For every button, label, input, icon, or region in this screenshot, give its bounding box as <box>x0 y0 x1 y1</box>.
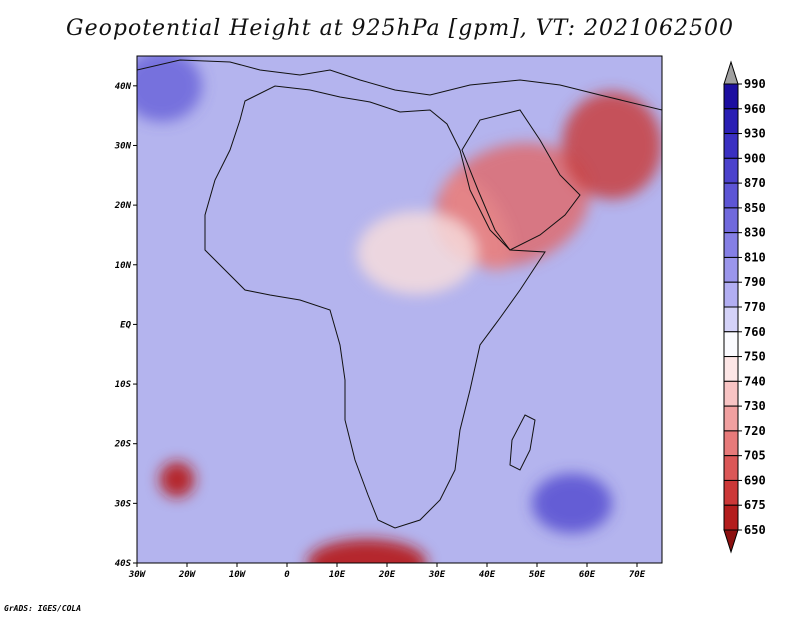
lon-tick-label: 0 <box>284 570 290 580</box>
lat-tick-label: 20N <box>114 201 132 211</box>
colorbar-swatch <box>723 232 739 258</box>
colorbar-upper-arrow <box>723 60 739 85</box>
colorbar-label: 900 <box>744 151 766 165</box>
colorbar-label: 730 <box>744 399 766 413</box>
colorbar-swatch <box>723 504 739 531</box>
colorbar-label: 870 <box>744 176 766 190</box>
map-title: Geopotential Height at 925hPa [gpm], VT:… <box>66 16 734 41</box>
colorbar-swatch <box>723 83 739 110</box>
colorbar-swatch <box>723 182 739 209</box>
lon-tick-label: 70E <box>629 570 646 580</box>
lon-tick-label: 30W <box>128 570 147 580</box>
heat-low-iran <box>562 91 662 200</box>
colorbar: 990 960 930 900 870 850 830 810 790 770 760 750 740 7… <box>723 60 766 554</box>
colorbar-swatch <box>723 281 739 308</box>
coastlines <box>137 59 662 529</box>
colorbar-swatch <box>723 108 739 135</box>
heat-low-red-sea <box>442 174 512 272</box>
lat-tick-label: 20S <box>114 440 132 450</box>
lon-tick-label: 10E <box>329 570 346 580</box>
colorbar-label: 960 <box>744 102 766 116</box>
lat-tick-label: 40S <box>115 559 132 569</box>
sahel-trough <box>357 211 477 295</box>
colorbar-label: 990 <box>744 77 766 91</box>
madagascar-coastline <box>509 414 536 471</box>
lon-tick-label: 20E <box>378 570 396 580</box>
europe-coastline <box>137 59 662 111</box>
colorbar-swatch <box>723 207 739 234</box>
lat-tick-label: 30S <box>114 499 132 509</box>
arabia-coastline <box>461 109 581 251</box>
colorbar-lower-arrow <box>723 529 739 554</box>
lon-tick-label: 50E <box>529 570 546 580</box>
lat-tick-label: 40N <box>115 82 132 92</box>
colorbar-swatch <box>723 256 739 283</box>
longitude-axis: 30W 20W 10W 0 10E 20E 30E 40E 50E 60E 70E <box>128 563 646 580</box>
colorbar-label: 930 <box>744 127 766 141</box>
colorbar-label: 850 <box>744 201 766 215</box>
colorbar-label: 750 <box>744 350 766 364</box>
latitude-axis: 40N 30N 20N 10N EQ 10S 20S 30S 40S <box>114 82 137 569</box>
lon-tick-label: 10W <box>229 570 247 580</box>
colorbar-label: 650 <box>744 523 766 537</box>
colorbar-label: 720 <box>744 424 766 438</box>
high-atlantic-north <box>137 56 202 122</box>
colorbar-swatch <box>723 157 739 184</box>
colorbar-label: 705 <box>744 449 766 463</box>
colorbar-swatch <box>723 306 739 333</box>
lon-tick-label: 40E <box>479 570 496 580</box>
lon-tick-label: 20W <box>178 570 197 580</box>
lat-tick-label: 10S <box>115 380 132 390</box>
colorbar-swatch <box>723 430 739 457</box>
low-south-africa <box>307 539 427 563</box>
colorbar-label: 810 <box>744 250 766 264</box>
colorbar-swatch <box>723 405 739 432</box>
colorbar-label: 770 <box>744 300 766 314</box>
lat-tick-label: 30N <box>114 141 132 151</box>
colorbar-label: 790 <box>744 275 766 289</box>
lat-tick-label: EQ <box>120 320 131 330</box>
lon-tick-label: 60E <box>579 570 596 580</box>
colorbar-label: 830 <box>744 226 766 240</box>
colorbar-swatch <box>723 455 739 481</box>
colorbar-swatch <box>723 133 739 159</box>
colorbar-label: 760 <box>744 325 766 339</box>
africa-coastline <box>204 85 546 529</box>
colorbar-swatch <box>723 380 739 407</box>
colorbar-swatch <box>723 356 739 382</box>
low-atlantic <box>159 461 195 498</box>
lon-tick-label: 30E <box>428 570 446 580</box>
high-indian-ocean <box>532 473 612 534</box>
lat-tick-label: 10N <box>115 261 132 271</box>
colorbar-swatch <box>723 479 739 506</box>
colorbar-label: 675 <box>744 498 766 512</box>
colorbar-label: 690 <box>744 473 766 487</box>
colorbar-label: 740 <box>744 374 766 388</box>
colorbar-swatch <box>723 331 739 358</box>
plot-frame <box>136 55 663 564</box>
geopotential-field <box>137 56 662 563</box>
grads-credit: GrADS: IGES/COLA <box>4 604 82 613</box>
